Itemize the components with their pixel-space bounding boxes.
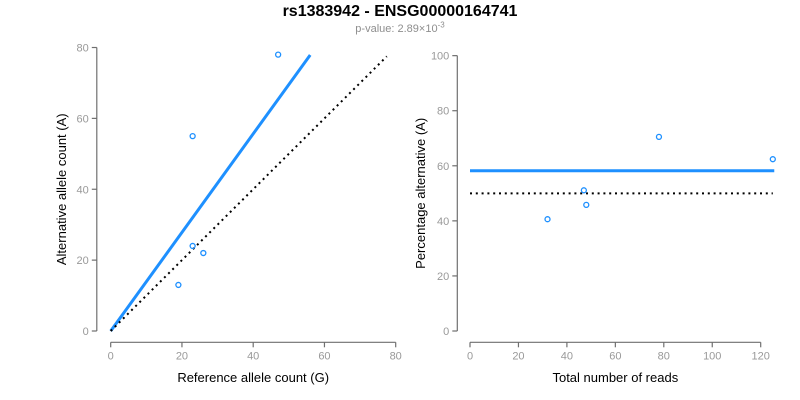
data-point [274, 51, 282, 58]
identity-line [109, 55, 388, 332]
data-point [583, 201, 590, 209]
y-tick-label: 0 [443, 326, 449, 338]
x-tick-label: 40 [561, 350, 573, 362]
pvalue-exponent: -3 [437, 20, 445, 30]
data-point [769, 156, 776, 163]
data-point [200, 249, 207, 257]
data-point [655, 133, 663, 141]
x-tick-label: 20 [512, 350, 524, 362]
x-tick-label: 120 [752, 350, 770, 362]
pvalue-text: p-value: 2.89×10 [355, 23, 438, 35]
y-tick-label: 40 [437, 216, 449, 228]
y-axis-title: Alternative allele count (A) [54, 113, 69, 265]
x-tick-label: 80 [390, 350, 402, 362]
y-tick-label: 60 [437, 161, 449, 173]
x-axis-title: Reference allele count (G) [177, 370, 329, 385]
data-point [189, 132, 196, 140]
x-tick-label: 80 [658, 350, 670, 362]
x-tick-label: 60 [609, 350, 621, 362]
x-tick-label: 60 [318, 350, 330, 362]
y-tick-label: 40 [77, 184, 89, 196]
y-tick-label: 0 [83, 326, 89, 338]
x-tick-label: 100 [703, 350, 721, 362]
y-axis-title: Percentage alternative (A) [413, 118, 428, 269]
allele-counts-panel: 0 20 40 60 80 0 20 40 60 80 Reference allele count… [54, 43, 402, 385]
x-axis-title: Total number of reads [552, 370, 678, 385]
x-tick-label: 0 [108, 350, 114, 362]
data-point [580, 187, 588, 194]
figure-subtitle: p-value: 2.89×10-3 [0, 20, 800, 35]
y-tick-label: 20 [77, 255, 89, 267]
x-tick-label: 0 [467, 350, 473, 362]
data-point [189, 242, 196, 250]
percentage-panel: 0 20 40 60 80 100 0 20 40 60 80 100 120 Total number … [413, 51, 776, 385]
y-tick-label: 80 [77, 43, 89, 55]
y-tick-label: 20 [437, 271, 449, 283]
data-point [175, 281, 182, 289]
y-tick-label: 100 [431, 51, 449, 63]
y-tick-label: 60 [77, 113, 89, 125]
y-tick-label: 80 [437, 106, 449, 118]
data-point [544, 216, 551, 223]
x-tick-label: 40 [247, 350, 259, 362]
fit-line [109, 54, 312, 332]
x-tick-label: 20 [176, 350, 188, 362]
figure-title: rs1383942 - ENSG00000164741 [282, 3, 518, 20]
